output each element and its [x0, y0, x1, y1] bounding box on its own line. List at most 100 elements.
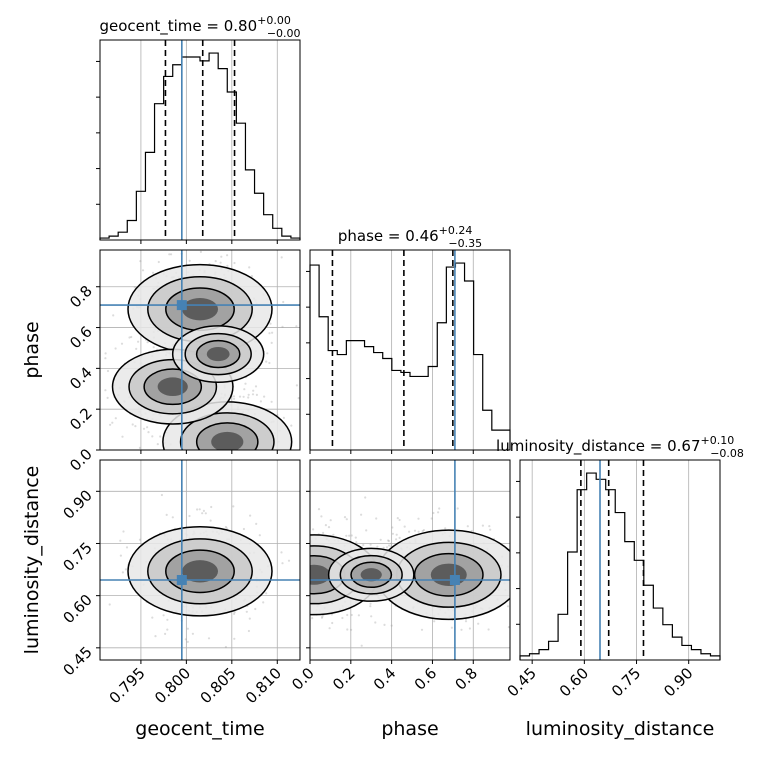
sample-point	[300, 583, 302, 585]
sample-point	[391, 526, 394, 529]
sample-point	[230, 454, 232, 456]
sample-point	[196, 508, 199, 511]
sample-point	[219, 496, 221, 498]
sample-point	[171, 516, 174, 519]
sample-point	[345, 534, 348, 537]
sample-point	[312, 528, 315, 531]
sample-point	[488, 525, 491, 528]
sample-point	[282, 300, 285, 304]
axes-frame	[99, 459, 301, 661]
sample-point	[280, 256, 283, 259]
sample-point	[111, 421, 114, 424]
sample-point	[383, 623, 386, 627]
sample-point	[477, 622, 480, 625]
sample-point	[245, 463, 247, 465]
sample-point	[306, 548, 308, 550]
sample-point	[413, 529, 417, 532]
sample-point	[263, 395, 266, 398]
sample-point	[226, 254, 229, 257]
sample-point	[253, 531, 255, 533]
sample-point	[283, 553, 285, 555]
sample-point	[420, 628, 424, 631]
sample-point	[121, 571, 124, 574]
sample-point	[266, 352, 269, 355]
sample-point	[269, 481, 271, 483]
sample-point	[317, 508, 321, 511]
sample-point	[306, 598, 308, 600]
sample-point	[290, 424, 293, 427]
sample-point	[138, 538, 142, 541]
sample-point	[165, 513, 168, 517]
histogram-step	[519, 472, 721, 660]
sample-point	[269, 456, 271, 458]
sample-point	[201, 457, 203, 459]
panel-luminosity-distance-vs-geocent-time: 0.795 0.800 0.805 0.810 0.45 0.60 0.75 0.90	[59, 459, 301, 707]
sample-point	[301, 578, 303, 580]
sample-point	[248, 266, 251, 269]
sample-point	[306, 557, 308, 559]
sample-point	[286, 583, 288, 585]
sample-point	[283, 573, 285, 575]
contour-line	[171, 325, 265, 384]
sample-point	[306, 551, 308, 553]
sample-point	[275, 575, 277, 577]
sample-point	[281, 576, 283, 578]
sample-point	[308, 608, 310, 610]
sample-point	[369, 543, 372, 546]
sample-point	[160, 493, 163, 497]
sample-point	[241, 469, 243, 471]
x-tick-label: 0.6	[411, 664, 441, 694]
sample-point	[421, 529, 424, 533]
sample-point	[213, 467, 215, 469]
sample-point	[112, 314, 115, 317]
sample-point	[146, 341, 149, 344]
sample-point	[239, 454, 241, 456]
sample-point	[224, 525, 227, 529]
sample-point	[456, 507, 459, 510]
sample-point	[236, 504, 238, 506]
panel-phase-vs-geocent-time: 0.0 0.2 0.4 0.6 0.8	[66, 249, 301, 506]
sample-point	[219, 454, 221, 456]
sample-point	[360, 513, 363, 516]
sample-point	[204, 461, 206, 463]
sample-point	[408, 530, 411, 533]
sample-point	[209, 461, 211, 463]
y-tick-label: 0.6	[66, 323, 96, 353]
sample-point	[268, 332, 271, 335]
sample-point	[374, 621, 377, 624]
sample-point	[224, 451, 226, 453]
sample-point	[239, 480, 241, 482]
sample-point	[199, 250, 202, 253]
sample-point	[207, 637, 211, 640]
sample-point	[328, 627, 331, 630]
sample-point	[106, 396, 109, 399]
sample-point	[296, 452, 298, 454]
x-tick-label: 0.75	[608, 664, 644, 700]
contour-line	[143, 368, 203, 406]
sample-point	[221, 453, 223, 455]
sample-point	[385, 546, 389, 549]
sample-point	[122, 530, 125, 533]
sample-point	[261, 465, 263, 467]
sample-point	[250, 275, 253, 278]
sample-point	[432, 511, 435, 515]
sample-point	[265, 453, 267, 455]
y-tick-label: 0.90	[59, 486, 95, 522]
sample-point	[306, 586, 308, 588]
sample-point	[274, 606, 276, 608]
sample-point	[281, 588, 283, 590]
sample-point	[285, 613, 287, 615]
sample-point	[209, 461, 211, 463]
sample-point	[369, 602, 372, 605]
contour-line	[327, 547, 415, 602]
sample-point	[369, 605, 372, 608]
sample-point	[104, 389, 107, 392]
sample-point	[216, 469, 218, 471]
contour-line	[147, 538, 253, 605]
sample-point	[204, 512, 207, 515]
title-plus: +0.00	[257, 14, 291, 27]
sample-point	[247, 393, 250, 396]
sample-point	[247, 455, 249, 457]
sample-point	[197, 466, 199, 468]
